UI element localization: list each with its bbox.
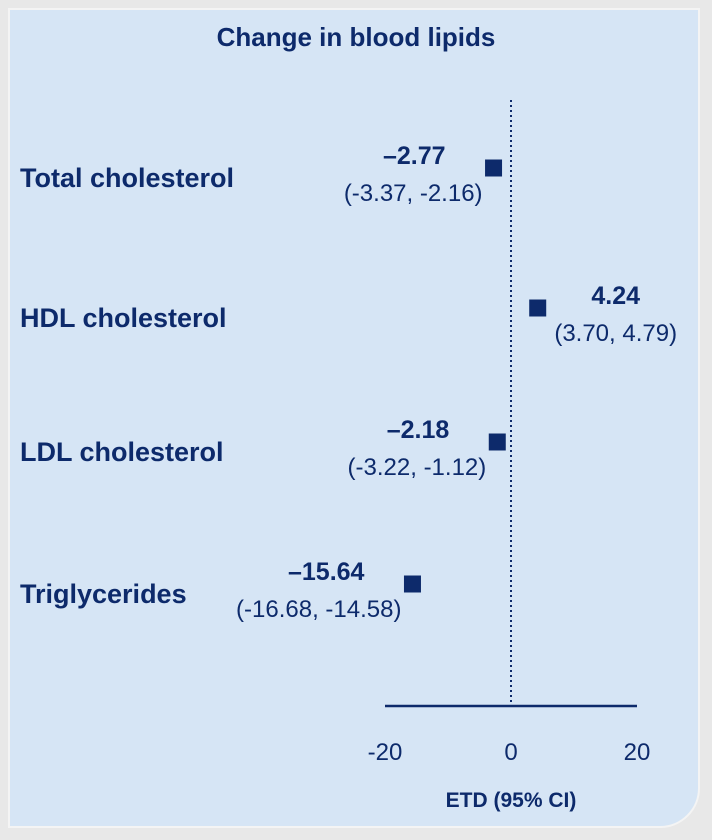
estimate-marker (488, 433, 506, 451)
x-tick-label: 0 (504, 739, 517, 766)
category-label: HDL cholesterol (20, 303, 227, 333)
estimate-marker (485, 159, 503, 177)
chart-panel (8, 8, 700, 828)
confidence-interval-label: (-3.22, -1.12) (348, 454, 487, 481)
x-tick-label: 20 (624, 739, 651, 766)
category-label: Triglycerides (20, 579, 187, 609)
x-axis-label: ETD (95% CI) (446, 789, 577, 812)
confidence-interval-label: (-3.37, -2.16) (344, 180, 483, 207)
estimate-marker (403, 575, 421, 593)
estimate-value-label: –2.77 (383, 142, 446, 170)
chart-title: Change in blood lipids (217, 22, 496, 52)
category-label: LDL cholesterol (20, 437, 224, 467)
category-label: Total cholesterol (20, 163, 234, 193)
estimate-value-label: –15.64 (288, 558, 365, 586)
confidence-interval-label: (-16.68, -14.58) (236, 596, 401, 623)
x-tick-label: -20 (368, 739, 403, 766)
confidence-interval-label: (3.70, 4.79) (554, 320, 677, 347)
estimate-value-label: –2.18 (387, 416, 450, 444)
estimate-marker (529, 299, 547, 317)
estimate-value-label: 4.24 (591, 282, 640, 310)
